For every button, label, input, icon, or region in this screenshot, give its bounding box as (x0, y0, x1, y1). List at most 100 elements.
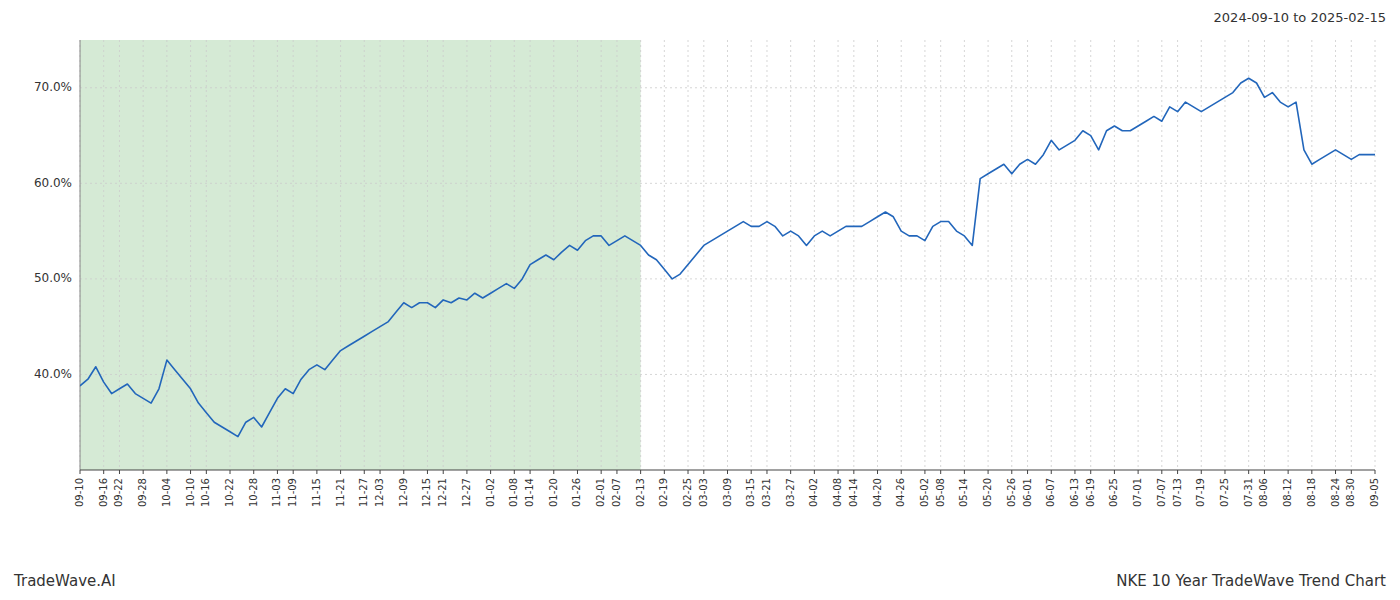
chart: 40.0%50.0%60.0%70.0%09-1009-1609-2209-28… (0, 0, 1400, 600)
x-tick (190, 470, 191, 474)
x-tick (316, 470, 317, 474)
x-tick (988, 470, 989, 474)
x-tick-label: 11-21 (335, 478, 346, 507)
x-tick-label: 08-30 (1345, 478, 1356, 507)
x-tick-label: 11-03 (271, 478, 282, 507)
x-grid-line (964, 40, 965, 470)
x-grid-line (1311, 40, 1312, 470)
x-tick (364, 470, 365, 474)
x-grid-line (514, 40, 515, 470)
x-tick-label: 10-10 (185, 478, 196, 507)
x-tick-label: 03-21 (761, 478, 772, 507)
x-tick-label: 01-26 (571, 478, 582, 507)
x-tick (206, 470, 207, 474)
x-tick-label: 10-28 (248, 478, 259, 507)
x-tick (924, 470, 925, 474)
x-tick-label: 12-09 (398, 478, 409, 507)
x-tick (964, 470, 965, 474)
x-tick-label: 10-04 (161, 478, 172, 507)
x-tick (1177, 470, 1178, 474)
x-tick (1114, 470, 1115, 474)
x-grid-line (601, 40, 602, 470)
y-grid-line (80, 278, 1375, 279)
x-tick-label: 09-05 (1369, 478, 1380, 507)
x-tick-label: 02-01 (595, 478, 606, 507)
x-grid-line (1351, 40, 1352, 470)
x-tick-label: 06-13 (1069, 478, 1080, 507)
x-tick-label: 09-10 (74, 478, 85, 507)
x-grid-line (924, 40, 925, 470)
x-tick (1138, 470, 1139, 474)
x-tick (1351, 470, 1352, 474)
x-tick (466, 470, 467, 474)
x-grid-line (1114, 40, 1115, 470)
x-tick (814, 470, 815, 474)
x-grid-line (1027, 40, 1028, 470)
x-tick-label: 07-13 (1172, 478, 1183, 507)
x-tick-label: 06-25 (1108, 478, 1119, 507)
x-tick (293, 470, 294, 474)
x-tick-label: 11-15 (311, 478, 322, 507)
x-tick (640, 470, 641, 474)
x-tick-label: 01-02 (485, 478, 496, 507)
line-group (80, 78, 1375, 436)
x-tick-label: 01-14 (524, 478, 535, 507)
x-grid-line (901, 40, 902, 470)
x-tick (727, 470, 728, 474)
x-grid-line (1138, 40, 1139, 470)
x-tick (530, 470, 531, 474)
x-axis: 09-1009-1609-2209-2810-0410-1010-1610-22… (74, 470, 1380, 507)
x-tick (427, 470, 428, 474)
x-grid-line (838, 40, 839, 470)
x-grid-line (616, 40, 617, 470)
x-tick (901, 470, 902, 474)
x-tick (766, 470, 767, 474)
x-grid-line (727, 40, 728, 470)
x-grid-line (1161, 40, 1162, 470)
x-tick (1288, 470, 1289, 474)
annotation: TradeWave.AI (13, 572, 116, 590)
x-grid-line (1074, 40, 1075, 470)
x-tick-label: 04-08 (832, 478, 843, 507)
x-tick (853, 470, 854, 474)
x-tick-label: 02-19 (658, 478, 669, 507)
x-grid-line (443, 40, 444, 470)
x-grid-line (380, 40, 381, 470)
x-grid-line (103, 40, 104, 470)
shaded-range (80, 40, 641, 470)
x-grid-line (427, 40, 428, 470)
x-tick-label: 11-27 (358, 478, 369, 507)
x-tick-label: 07-01 (1132, 478, 1143, 507)
x-tick-label: 05-14 (958, 478, 969, 507)
x-tick (1027, 470, 1028, 474)
x-tick-label: 07-07 (1156, 478, 1167, 507)
x-tick-label: 05-26 (1006, 478, 1017, 507)
x-tick-label: 04-14 (848, 478, 859, 507)
x-grid-line (703, 40, 704, 470)
y-tick-label: 60.0% (34, 176, 72, 190)
x-tick (553, 470, 554, 474)
x-tick (119, 470, 120, 474)
x-tick-label: 03-15 (745, 478, 756, 507)
x-tick-label: 02-25 (682, 478, 693, 507)
x-tick (253, 470, 254, 474)
x-tick (1051, 470, 1052, 474)
x-grid-line (1375, 40, 1376, 470)
x-tick-label: 09-28 (137, 478, 148, 507)
x-tick (601, 470, 602, 474)
x-tick-label: 06-07 (1045, 478, 1056, 507)
x-tick (1224, 470, 1225, 474)
x-grid-line (766, 40, 767, 470)
x-tick-label: 03-09 (722, 478, 733, 507)
x-tick-label: 06-19 (1085, 478, 1096, 507)
x-grid-line (206, 40, 207, 470)
x-tick-label: 06-01 (1022, 478, 1033, 507)
x-tick (103, 470, 104, 474)
shade-group (80, 40, 641, 470)
y-tick-label: 70.0% (34, 80, 72, 94)
x-tick (1248, 470, 1249, 474)
x-tick (577, 470, 578, 474)
x-grid-line (1224, 40, 1225, 470)
x-grid-line (403, 40, 404, 470)
x-tick (790, 470, 791, 474)
